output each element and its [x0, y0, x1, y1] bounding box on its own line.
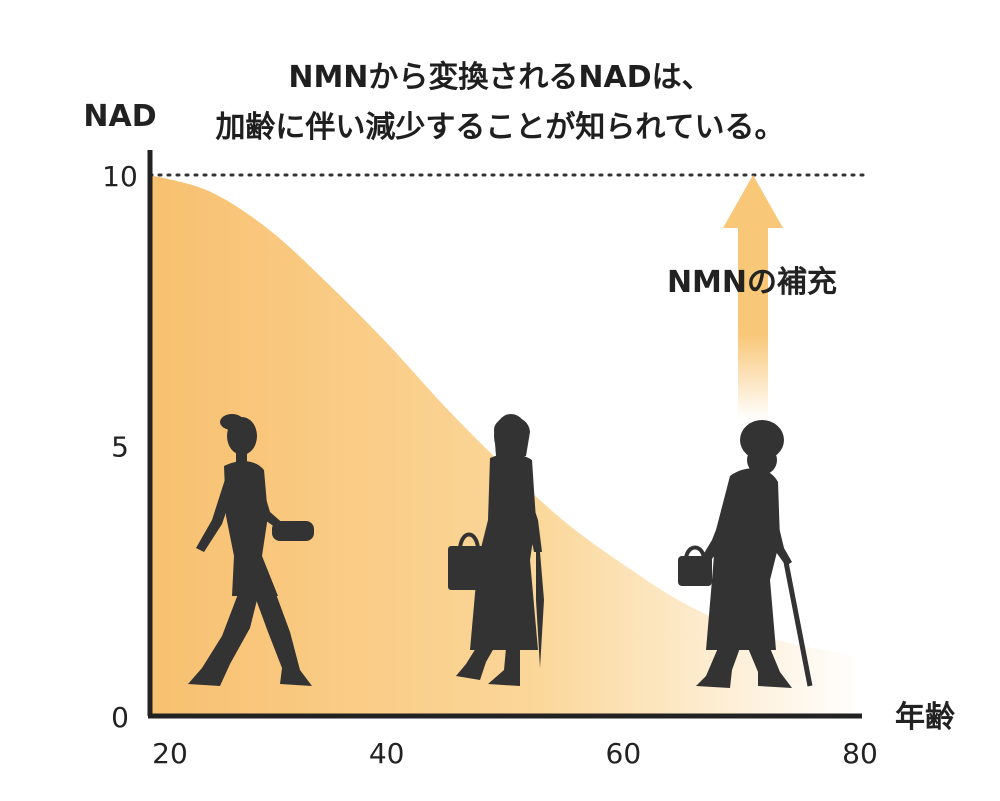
nad-decline-area: [150, 175, 860, 716]
chart-title-line-1: NMNから変換されるNADは、: [288, 60, 712, 95]
x-tick-labels: 20 40 60 80: [152, 737, 878, 770]
chart-title-line-2: 加齢に伴い減少することが知られている。: [215, 110, 785, 145]
x-tick-label: 80: [842, 737, 878, 770]
x-tick-label: 40: [369, 737, 405, 770]
x-tick-label: 20: [152, 737, 188, 770]
young-woman-silhouette: [188, 414, 314, 686]
y-tick-label: 0: [111, 701, 129, 734]
x-axis-label: 年齢: [895, 700, 955, 735]
x-tick-label: 60: [606, 737, 642, 770]
middle-aged-woman-silhouette: [448, 414, 544, 686]
y-tick-labels: 0 5 10: [102, 160, 138, 734]
elderly-woman-silhouette: [678, 420, 813, 688]
supplement-arrow: [723, 175, 783, 420]
supplement-label: NMNの補充: [667, 265, 837, 300]
y-axis-label: NAD: [83, 99, 156, 134]
y-tick-label: 10: [102, 160, 138, 193]
y-tick-label: 5: [111, 431, 129, 464]
